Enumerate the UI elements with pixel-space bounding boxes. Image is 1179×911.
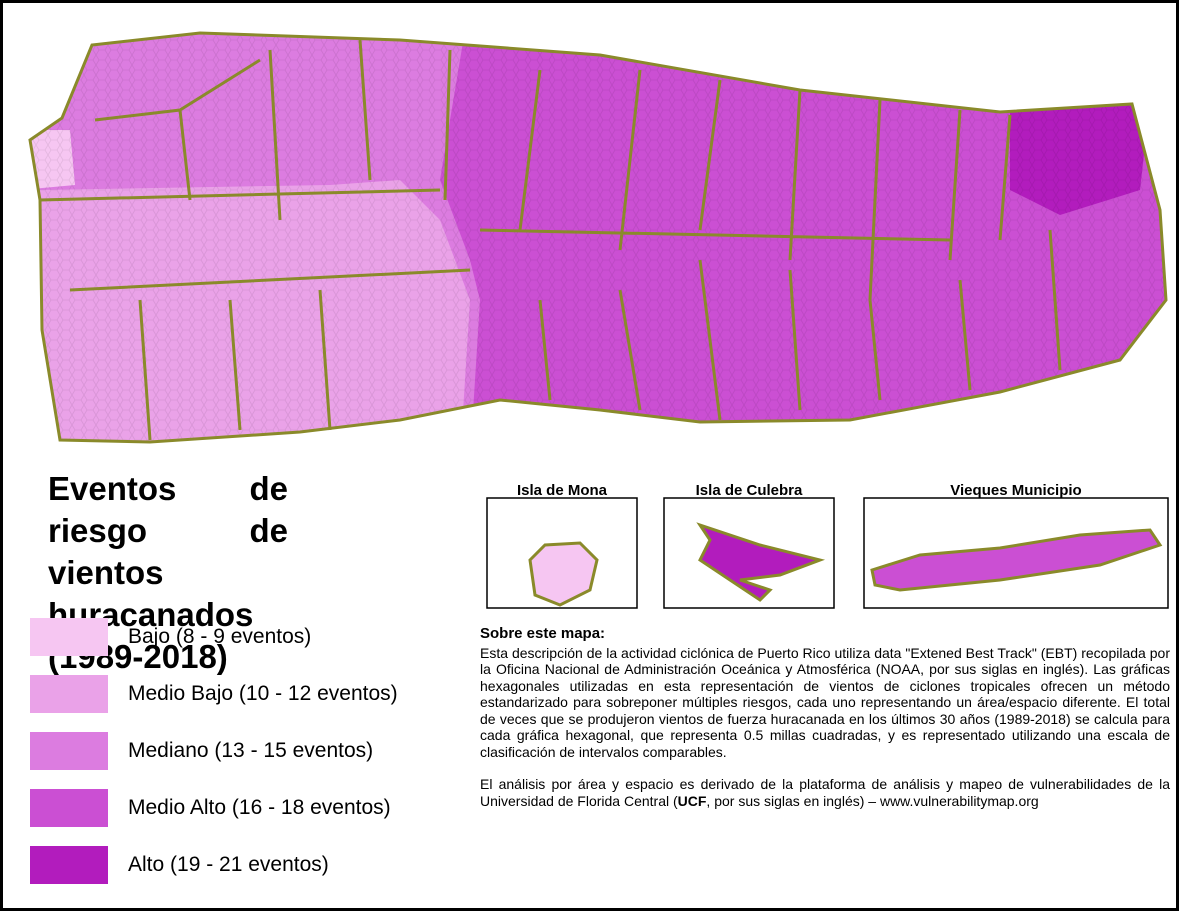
about: Sobre este mapa: Esta descripción de la … <box>480 625 1170 825</box>
about-source: El análisis por área y espacio es deriva… <box>480 776 1170 809</box>
culebra <box>696 522 826 602</box>
inset-frame <box>863 497 1169 609</box>
island-fill <box>30 33 1166 442</box>
inset-title: Isla de Culebra <box>695 482 803 499</box>
legend-swatch <box>30 618 108 656</box>
legend-label: Bajo (8 - 9 eventos) <box>128 625 312 648</box>
source-bold: UCF <box>677 792 707 809</box>
legend-label: Medio Alto (16 - 18 eventos) <box>128 796 391 819</box>
inset-title: Isla de Mona <box>516 482 608 499</box>
boundaries <box>28 31 1168 444</box>
vieques <box>870 528 1163 592</box>
source-text: El análisis por área y espacio es deriva… <box>480 776 1170 809</box>
legend-label: Mediano (13 - 15 eventos) <box>128 739 374 762</box>
inset-frame <box>663 497 835 609</box>
about-heading: Sobre este mapa: <box>480 625 606 642</box>
source-text: , por sus siglas en inglés) – www.vulner… <box>706 792 1039 809</box>
inset-title: Vieques Municipio <box>950 482 1082 499</box>
inset-frame <box>486 497 638 609</box>
map-title: Eventos de riesgo de vientos huracanados… <box>48 470 288 675</box>
legend-swatch <box>30 732 108 770</box>
legend-swatch <box>30 789 108 827</box>
legend-swatch <box>30 675 108 713</box>
mona <box>528 541 599 607</box>
legend-label: Alto (19 - 21 eventos) <box>128 853 329 876</box>
legend-label: Medio Bajo (10 - 12 eventos) <box>128 682 398 705</box>
about-paragraph: Esta descripción de la actividad ciclóni… <box>480 644 1170 760</box>
legend-swatch <box>30 846 108 884</box>
